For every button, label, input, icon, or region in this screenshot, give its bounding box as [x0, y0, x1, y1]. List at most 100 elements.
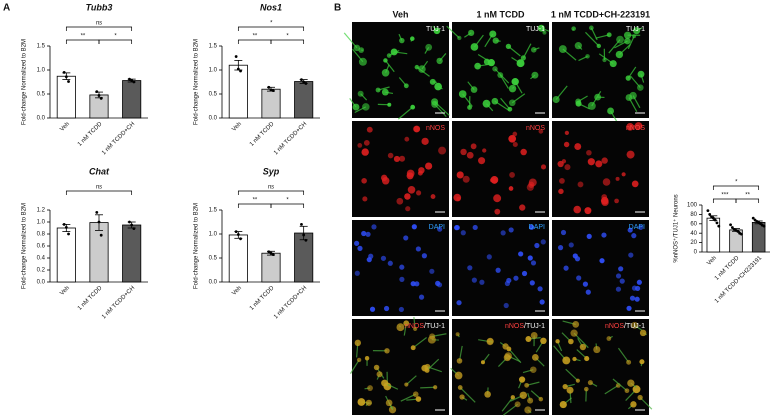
- x-tick-label: 1 nM TCDD: [77, 121, 104, 148]
- cell: [358, 57, 367, 66]
- label-part: TUJ-1: [626, 26, 645, 33]
- cell: [540, 164, 547, 170]
- cell: [486, 254, 492, 260]
- micrograph-label: nNOS: [526, 125, 545, 132]
- cell: [390, 48, 398, 56]
- cell: [410, 345, 416, 351]
- cell: [538, 129, 544, 134]
- cell: [381, 379, 389, 387]
- cell: [454, 224, 460, 231]
- y-tick-label: 1.5: [37, 44, 46, 50]
- cell: [413, 125, 421, 133]
- cell: [601, 232, 607, 238]
- cell: [462, 175, 470, 183]
- cell: [636, 279, 642, 285]
- cell: [479, 279, 485, 285]
- cell: [411, 224, 417, 230]
- cell: [456, 300, 462, 306]
- y-tick-label: 0.0: [37, 116, 46, 122]
- cell: [366, 257, 372, 263]
- cell: [596, 43, 601, 49]
- x-tick-label: 1 nM TCDD+CH: [273, 285, 308, 320]
- cell: [574, 42, 582, 50]
- label-part: DAPI: [629, 224, 645, 231]
- micrograph-bg: [452, 121, 549, 217]
- cell: [559, 178, 565, 184]
- cell: [383, 305, 390, 312]
- bar: [56, 75, 76, 119]
- micrograph-label: nNOS/TUJ-1: [405, 323, 445, 330]
- cell: [436, 282, 443, 288]
- data-point: [239, 69, 242, 73]
- y-tick-label: 0.0: [37, 280, 46, 286]
- cell: [421, 137, 429, 145]
- cell: [425, 43, 433, 51]
- chart-title: Chat: [89, 166, 110, 176]
- micrograph-label: nNOS: [626, 125, 645, 132]
- cell: [585, 54, 590, 59]
- cell: [416, 190, 422, 196]
- cell: [482, 99, 491, 108]
- cell: [627, 227, 633, 233]
- neurite: [565, 368, 579, 382]
- cell: [623, 31, 632, 39]
- cell: [512, 141, 518, 148]
- cell: [484, 391, 491, 398]
- neurite: [426, 358, 440, 371]
- cell: [606, 336, 612, 341]
- label-part: nNOS: [505, 323, 524, 330]
- cell: [540, 337, 547, 345]
- cell: [354, 240, 360, 246]
- significance-bracket: [65, 39, 100, 44]
- cell: [574, 143, 582, 151]
- micrograph-bg: [352, 319, 449, 415]
- cell: [637, 394, 643, 401]
- cell: [430, 194, 436, 199]
- cell: [470, 86, 478, 93]
- cell: [365, 399, 372, 406]
- cell: [539, 299, 545, 305]
- x-tick-label: 1 nM TCDD: [77, 285, 104, 312]
- cell: [354, 270, 360, 276]
- x-tick-label: Veh: [706, 255, 718, 267]
- cell: [585, 289, 591, 295]
- cell: [557, 245, 564, 251]
- bar: [261, 252, 281, 283]
- cell: [508, 227, 514, 233]
- cell: [495, 267, 501, 273]
- cell: [562, 383, 568, 390]
- significance-label: ***: [721, 193, 729, 199]
- cell: [557, 160, 564, 168]
- cell: [619, 278, 625, 284]
- cell: [600, 196, 609, 205]
- data-point: [67, 232, 70, 236]
- cell: [626, 359, 632, 365]
- cell: [524, 406, 532, 414]
- cell: [607, 107, 615, 115]
- y-tick-label: 0.0: [209, 280, 218, 286]
- data-point: [740, 232, 743, 236]
- data-point: [132, 80, 136, 84]
- cell: [615, 176, 620, 181]
- column-header: 1 nM TCDD+CH-223191: [551, 9, 650, 19]
- label-part: /TUJ-1: [424, 323, 445, 330]
- cell: [621, 172, 626, 177]
- cell: [631, 180, 639, 188]
- cell: [399, 276, 405, 282]
- cell: [576, 275, 582, 281]
- cell: [626, 305, 632, 311]
- bar: [89, 222, 109, 283]
- panel-label: B: [334, 3, 341, 14]
- cell: [418, 294, 425, 300]
- chart-title: Syp: [263, 166, 280, 176]
- cell: [404, 136, 410, 142]
- cell: [618, 266, 624, 272]
- cell: [433, 385, 438, 390]
- cell: [410, 104, 416, 110]
- cell: [371, 224, 377, 230]
- data-point: [762, 224, 766, 228]
- data-point: [64, 226, 68, 229]
- cell: [632, 385, 641, 394]
- data-point: [128, 77, 131, 81]
- cell: [507, 106, 513, 112]
